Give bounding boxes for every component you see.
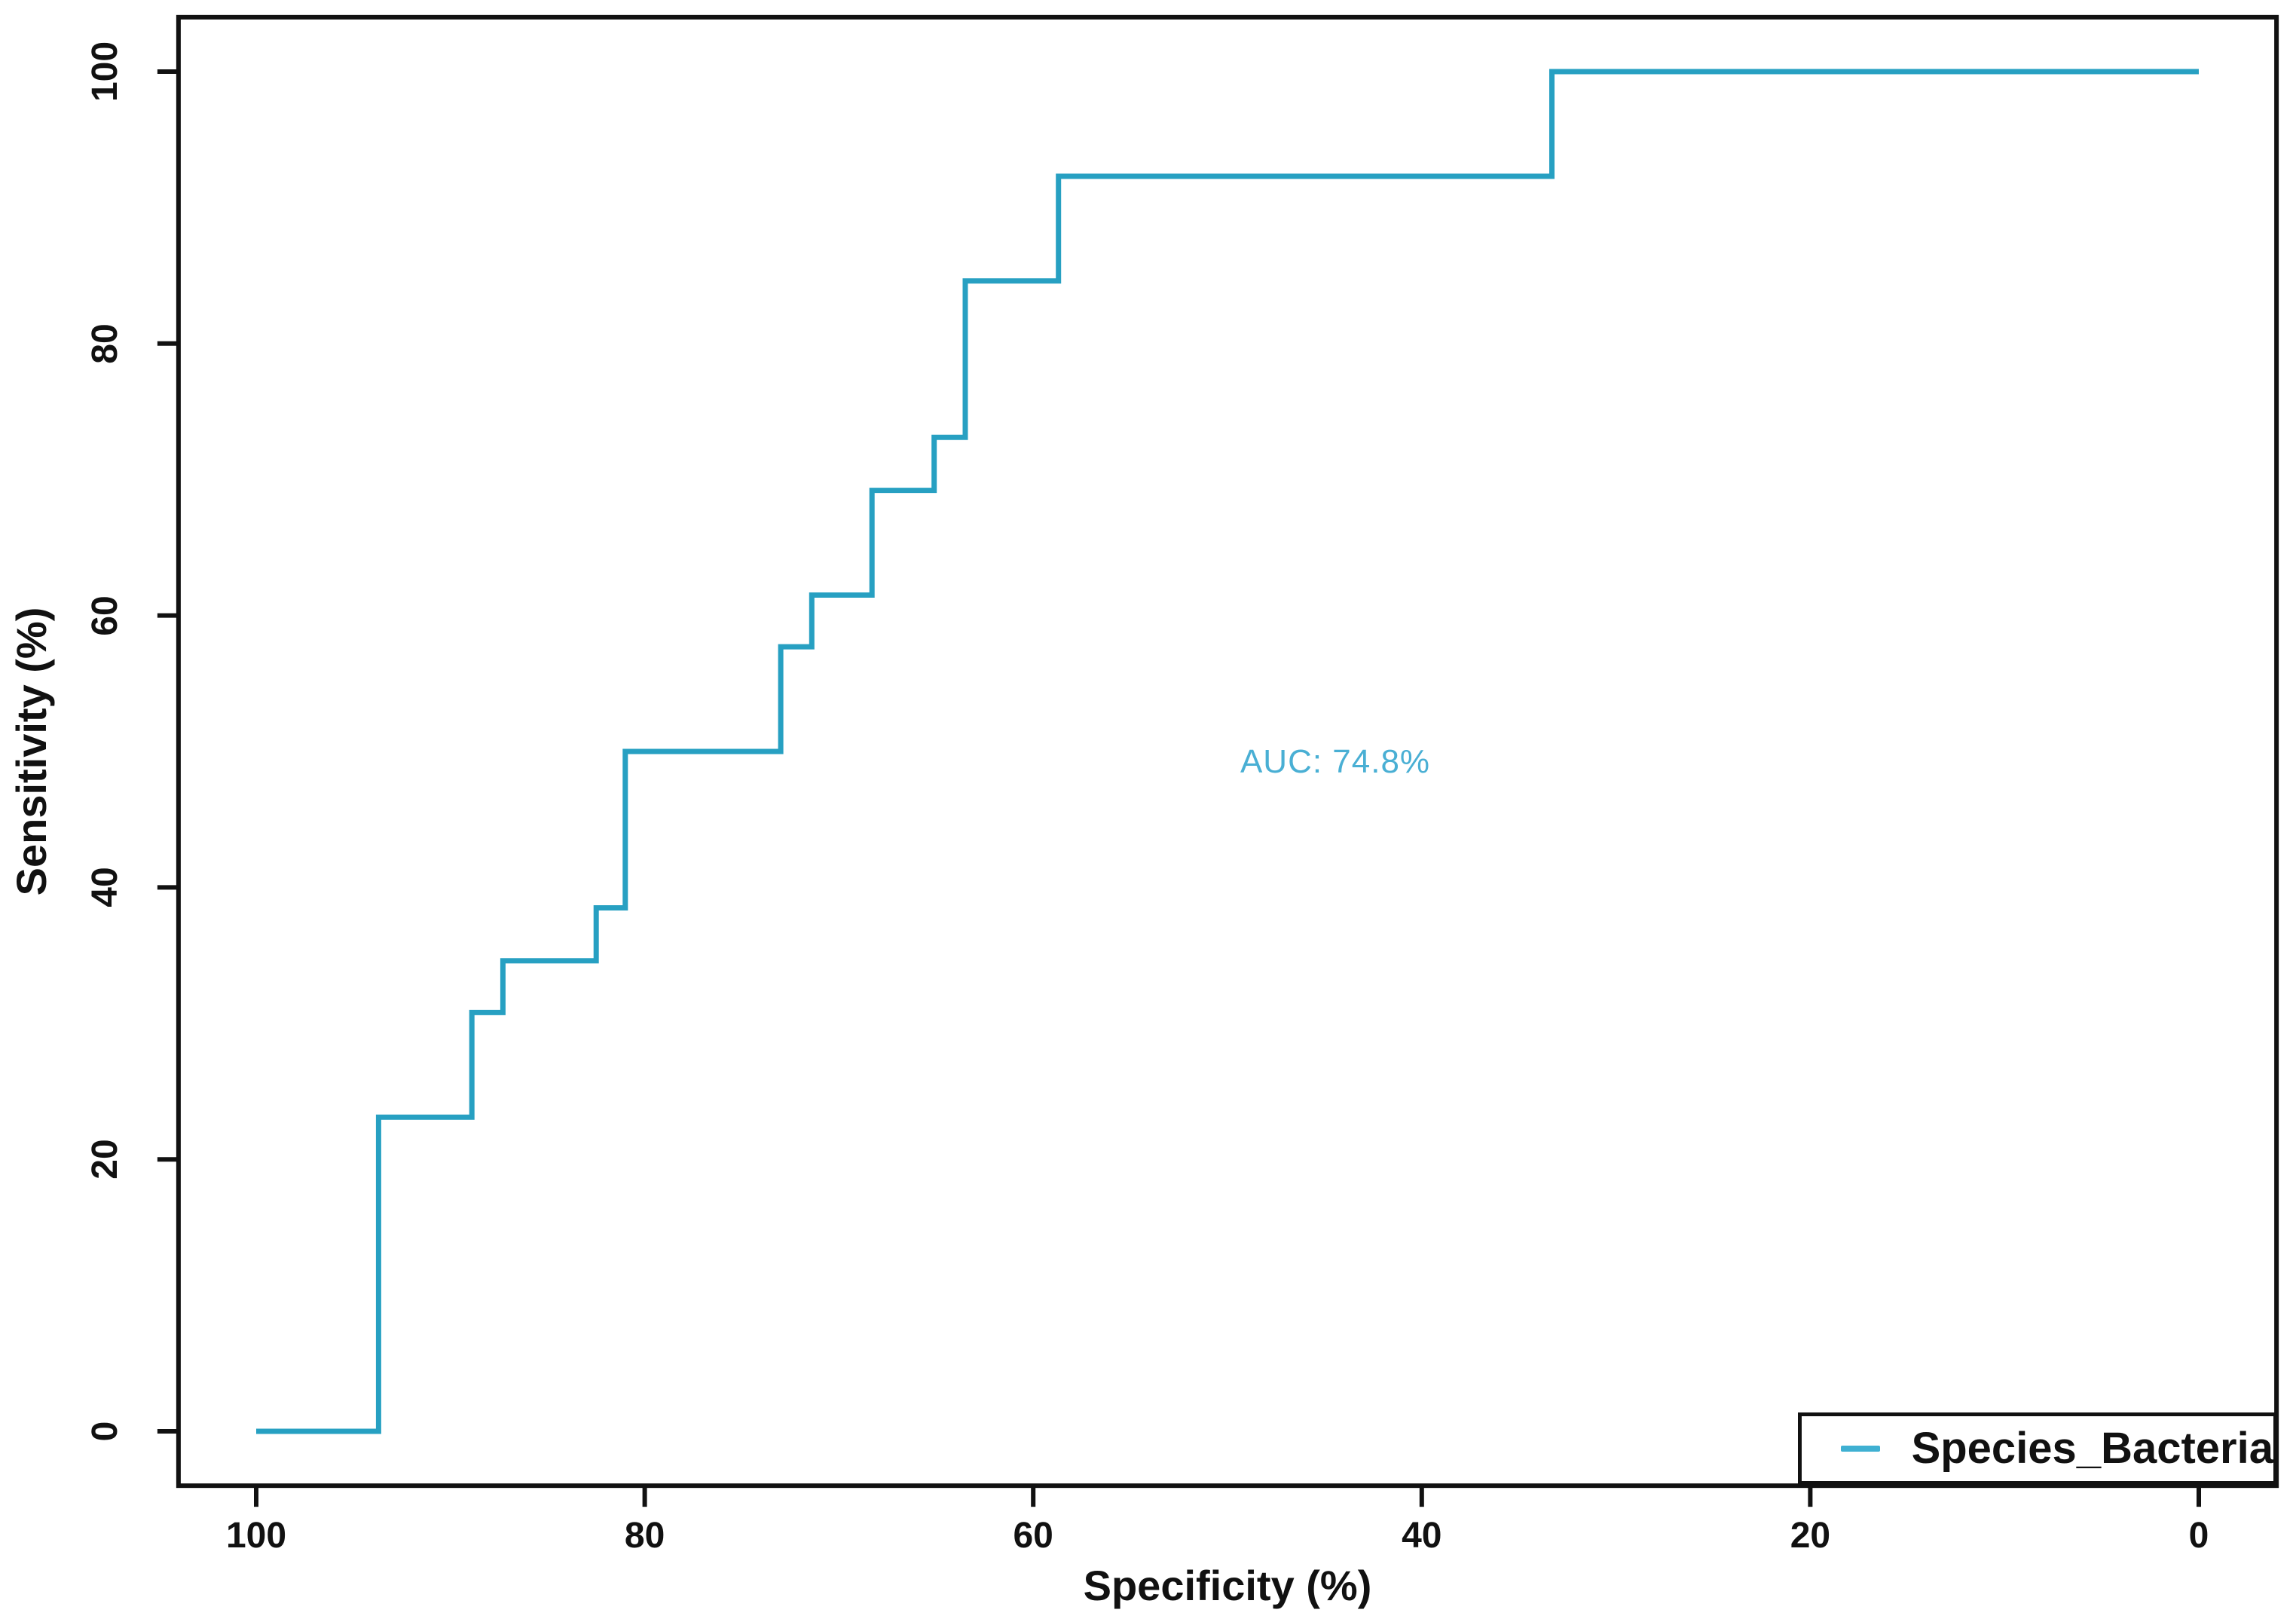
- y-tick-label: 20: [85, 1139, 125, 1180]
- x-tick-label: 40: [1402, 1516, 1442, 1556]
- y-tick-label: 60: [85, 595, 125, 636]
- legend: Species_Bacteria: [1798, 1412, 2277, 1485]
- y-tick-label: 0: [85, 1421, 125, 1442]
- y-tick-label: 80: [85, 323, 125, 364]
- x-tick-label: 80: [624, 1516, 665, 1556]
- x-axis-title: Specificity (%): [1083, 1562, 1372, 1609]
- x-tick-label: 0: [2188, 1516, 2209, 1556]
- legend-series-label: Species_Bacteria: [1911, 1424, 2273, 1473]
- x-tick-label: 100: [225, 1516, 287, 1556]
- x-tick-label: 60: [1013, 1516, 1053, 1556]
- y-axis-title: Sensitivity (%): [8, 607, 55, 896]
- auc-value-annotation: AUC: 74.8%: [1240, 743, 1431, 780]
- roc-curve: [256, 69, 2199, 1434]
- x-tick-label: 20: [1790, 1516, 1831, 1556]
- plot-box: [176, 14, 2279, 1489]
- y-tick-label: 100: [85, 41, 125, 103]
- y-tick-label: 40: [85, 867, 125, 908]
- legend-line-swatch: [1841, 1446, 1880, 1452]
